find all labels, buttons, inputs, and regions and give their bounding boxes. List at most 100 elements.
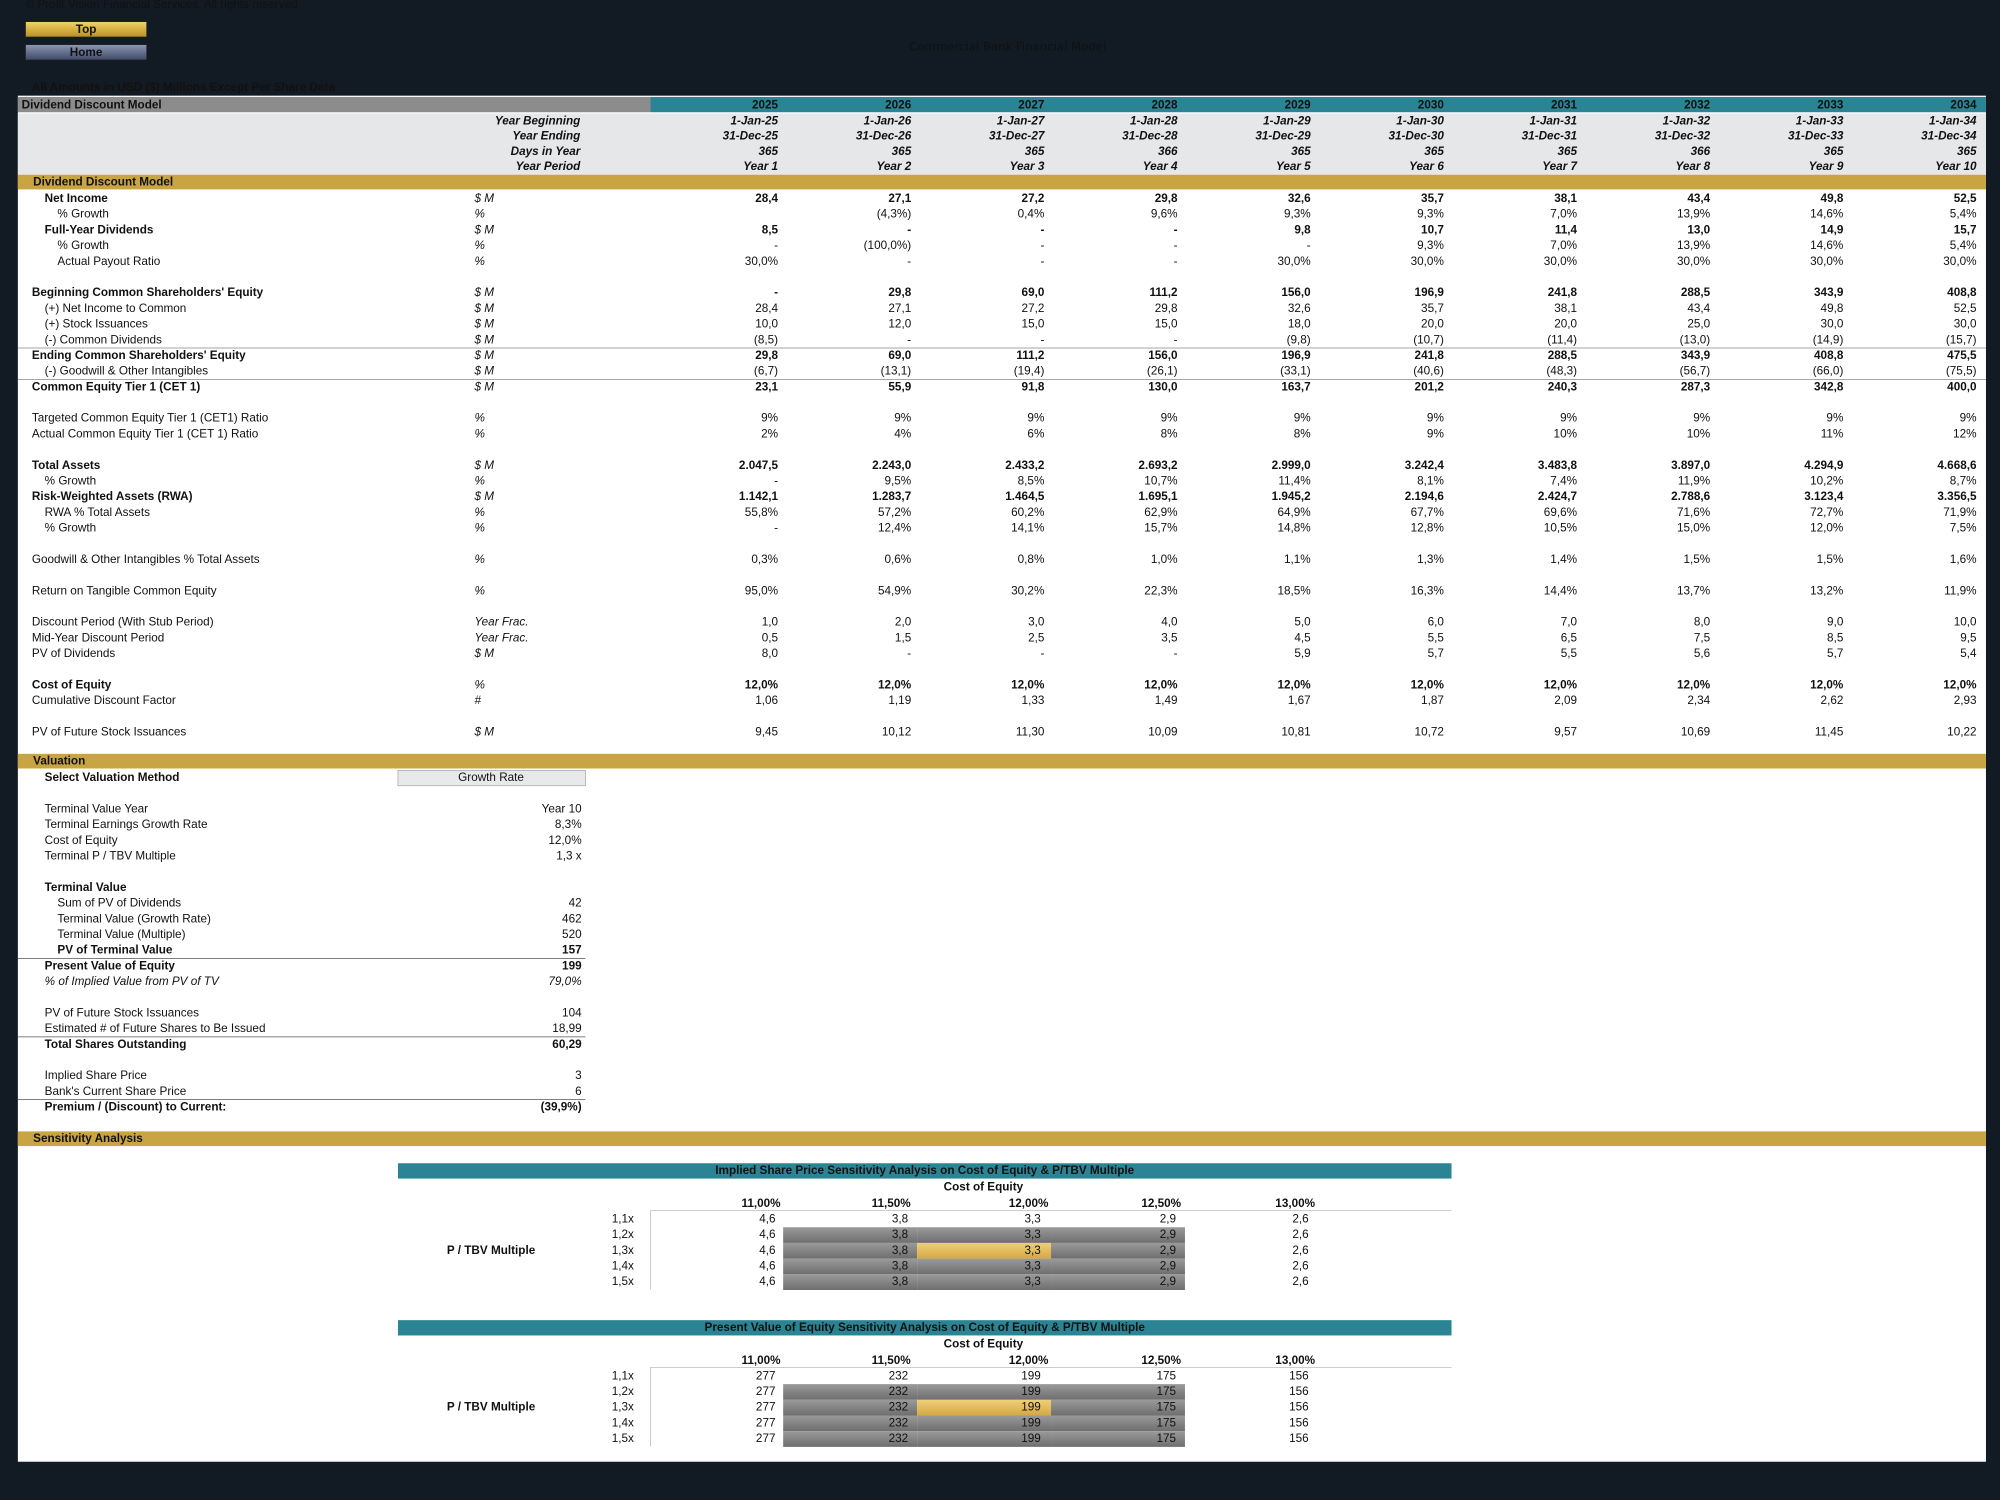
- sensitivity-cell: 3,3: [1025, 1212, 1041, 1225]
- valuation-label: Estimated # of Future Shares to Be Issue…: [45, 1022, 266, 1035]
- nav-button[interactable]: [25, 21, 148, 38]
- cell: 0,3%: [751, 553, 778, 566]
- cell: 29,8: [1155, 192, 1178, 205]
- cell: 2%: [761, 427, 778, 440]
- cell: -: [1040, 333, 1044, 346]
- sensitivity-cell: 175: [1156, 1432, 1176, 1445]
- cell: 196,9: [1281, 349, 1311, 362]
- row-label: % Growth: [57, 208, 108, 221]
- sensitivity-title-band: [397, 1163, 1452, 1179]
- cell: 9,45: [755, 725, 778, 738]
- shaded-cell: [1051, 1431, 1185, 1447]
- cell: 67,7%: [1411, 506, 1444, 519]
- row-label: Mid-Year Discount Period: [32, 631, 164, 644]
- header-cell: 365: [1291, 145, 1311, 158]
- sensitivity-cell: 2,6: [1292, 1228, 1308, 1241]
- copyright: © Profit Vision Financial Services. All …: [26, 0, 301, 11]
- cell: 10,09: [1148, 725, 1177, 738]
- valuation-value: 8,3%: [555, 818, 582, 831]
- cell: 1,5%: [1683, 553, 1710, 566]
- cell: (13,1): [881, 365, 912, 378]
- shaded-cell: [783, 1384, 918, 1400]
- cell: 11,45: [1815, 725, 1844, 738]
- cell: 8%: [1294, 427, 1311, 440]
- row-unit: $ M: [473, 349, 494, 362]
- header-cell: 31-Dec-26: [856, 130, 912, 143]
- method-selector[interactable]: [397, 770, 586, 787]
- header-cell: 365: [892, 145, 912, 158]
- cell: 343,9: [1681, 349, 1711, 362]
- sensitivity-cell: 199: [1021, 1416, 1041, 1429]
- sensitivity-cell: 199: [1021, 1385, 1041, 1398]
- sensitivity-cell: 277: [756, 1369, 776, 1382]
- cell: 0,5: [762, 631, 779, 644]
- header-cell: 1-Jan-26: [864, 114, 912, 127]
- sensitivity-cell: 3,8: [892, 1244, 909, 1257]
- sensitivity-cell: 156: [1289, 1401, 1309, 1414]
- row-label: Risk-Weighted Assets (RWA): [32, 490, 193, 503]
- cell: 5,9: [1294, 647, 1310, 660]
- cell: 5,6: [1694, 647, 1710, 660]
- shaded-cell: [783, 1227, 918, 1243]
- sensitivity-cell: 4,6: [759, 1212, 775, 1225]
- cell: 60,2%: [1011, 506, 1044, 519]
- sensitivity-cell: 2,6: [1292, 1275, 1308, 1288]
- nav-button[interactable]: [25, 44, 148, 61]
- sensitivity-cell: 156: [1289, 1369, 1309, 1382]
- cell: 1,4%: [1550, 553, 1577, 566]
- cell: 9%: [1693, 412, 1710, 425]
- sensitivity-cell: 175: [1156, 1401, 1176, 1414]
- header-cell: 365: [1025, 145, 1045, 158]
- valuation-label: Implied Share Price: [45, 1069, 147, 1082]
- cell: 1,87: [1421, 694, 1444, 707]
- cell: 13,9%: [1677, 208, 1710, 221]
- cell: 2.424,7: [1538, 490, 1577, 503]
- valuation-label: Cost of Equity: [45, 834, 118, 847]
- cell: 8,0: [762, 647, 779, 660]
- cell: 5,4%: [1950, 208, 1977, 221]
- row-label: Ending Common Shareholders' Equity: [32, 349, 246, 362]
- cell: 196,9: [1415, 286, 1445, 299]
- cell: 10,2%: [1810, 474, 1843, 487]
- sensitivity-cell: 2,9: [1160, 1212, 1176, 1225]
- cell: 1.464,5: [1005, 490, 1045, 503]
- cell: 23,1: [755, 380, 778, 393]
- cell: 5,0: [1294, 616, 1311, 629]
- cell: 1,1%: [1284, 553, 1311, 566]
- row-unit: %: [474, 522, 484, 535]
- cell: 9%: [1161, 412, 1178, 425]
- cell: 27,2: [1022, 192, 1045, 205]
- cell: 2.788,6: [1671, 490, 1711, 503]
- cell: 163,7: [1281, 380, 1310, 393]
- sensitivity-cell: 156: [1289, 1385, 1309, 1398]
- cell: 9,8: [1294, 223, 1311, 236]
- sensitivity-cell: 4,6: [759, 1228, 775, 1241]
- cell: 12,0%: [745, 678, 779, 691]
- cell: 71,6%: [1677, 506, 1710, 519]
- nav-button-label: Home: [70, 46, 103, 59]
- cell: 5,7: [1827, 647, 1843, 660]
- sensitivity-cell: 4,6: [759, 1260, 775, 1273]
- cell: 5,4%: [1950, 239, 1977, 252]
- header-cell: 366: [1158, 145, 1178, 158]
- col-axis-label: Cost of Equity: [944, 1181, 1024, 1194]
- cell: 30,0%: [1411, 255, 1444, 268]
- cell: 3.242,4: [1405, 459, 1445, 472]
- row-unit: $ M: [473, 365, 494, 378]
- header-cell: Year 5: [1276, 160, 1311, 173]
- valuation-label: Bank's Current Share Price: [45, 1085, 187, 1098]
- col-header: 13,00%: [1275, 1197, 1315, 1210]
- header-cell: 1-Jan-34: [1929, 114, 1977, 127]
- cell: 64,9%: [1277, 506, 1310, 519]
- header-cell: 365: [1424, 145, 1444, 158]
- header-cell: Year 8: [1675, 160, 1710, 173]
- cell: 10,69: [1681, 725, 1710, 738]
- header-cell: 1-Jan-27: [997, 114, 1045, 127]
- cell: 1,06: [755, 694, 778, 707]
- sensitivity-cell: 3,8: [892, 1260, 909, 1273]
- cell: 72,7%: [1810, 506, 1843, 519]
- header-cell: 1-Jan-31: [1529, 114, 1577, 127]
- valuation-value: Year 10: [542, 803, 582, 816]
- cell: 10,5%: [1544, 522, 1577, 535]
- cell: 13,2%: [1810, 584, 1843, 597]
